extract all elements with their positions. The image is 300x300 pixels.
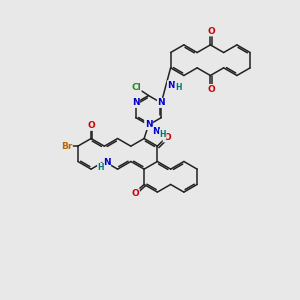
Text: Br: Br — [61, 142, 72, 151]
Text: O: O — [208, 85, 216, 94]
Text: O: O — [88, 122, 95, 130]
Text: N: N — [103, 158, 110, 167]
Text: N: N — [158, 98, 165, 107]
Text: N: N — [167, 81, 175, 90]
Text: O: O — [131, 189, 139, 198]
Text: H: H — [160, 130, 166, 139]
Text: H: H — [98, 164, 104, 172]
Text: N: N — [152, 127, 160, 136]
Text: N: N — [145, 121, 152, 130]
Text: H: H — [175, 83, 182, 92]
Text: N: N — [132, 98, 140, 107]
Text: O: O — [163, 133, 171, 142]
Text: O: O — [208, 27, 216, 36]
Text: Cl: Cl — [131, 83, 141, 92]
